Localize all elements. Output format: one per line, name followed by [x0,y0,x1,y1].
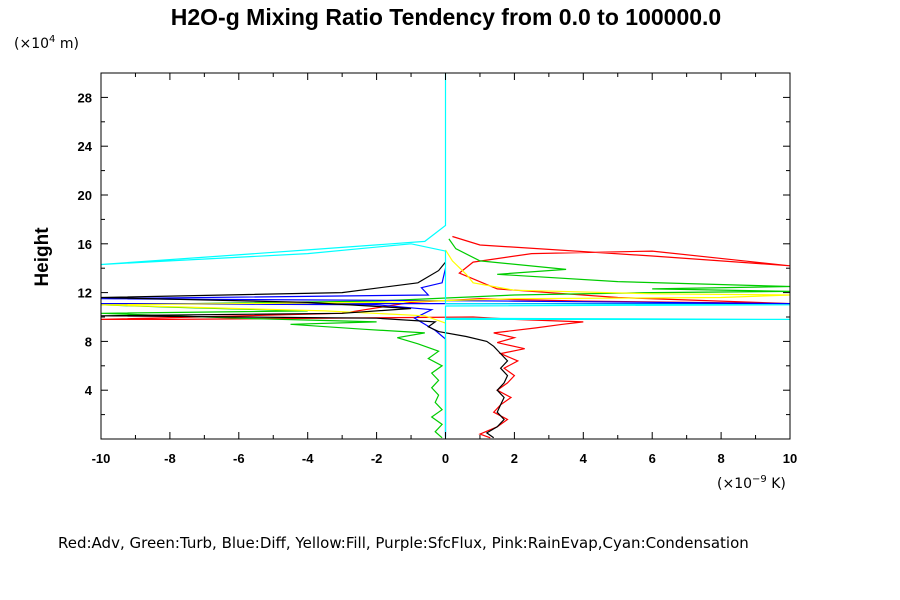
y-tick-label: 16 [78,237,92,252]
y-axis-label: Height [32,227,53,287]
x-tick-label: 6 [649,451,656,466]
series-line-1 [100,238,791,439]
x-tick-label: -10 [92,451,111,466]
y-unit-exponent: 4 [49,34,55,45]
y-tick-label: 20 [78,188,92,203]
x-tick-label: 2 [511,451,518,466]
plot-frame [100,72,791,440]
y-tick-label: 12 [78,286,92,301]
series-line-0 [100,235,791,439]
series-line-5 [100,73,791,439]
series-line-3 [100,249,791,415]
x-tick-label: 0 [442,451,449,466]
x-unit-exponent: −9 [752,474,767,485]
x-tick-label: -8 [164,451,176,466]
y-tick-label: 24 [78,139,93,154]
chart-title: H2O-g Mixing Ratio Tendency from 0.0 to … [171,4,721,30]
x-tick-label: 4 [580,451,588,466]
series-line-4 [100,261,509,439]
y-tick-label: 28 [78,90,92,105]
x-unit-label: (×10−9 K) [717,474,786,492]
y-unit-label: (×104 m) [14,34,79,52]
x-tick-label: -2 [371,451,383,466]
y-unit-prefix: (×10 [14,36,49,52]
x-tick-label: 10 [783,451,797,466]
legend-text: Red:Adv, Green:Turb, Blue:Diff, Yellow:F… [58,534,749,552]
x-unit-prefix: (×10 [717,476,752,492]
x-tick-label: -4 [302,451,314,466]
series-layer [100,73,791,439]
y-unit-suffix: m) [55,36,79,52]
y-tick-label: 4 [85,383,93,398]
x-tick-label: -6 [233,451,245,466]
y-tick-label: 8 [85,334,92,349]
x-unit-suffix: K) [767,476,786,492]
x-tick-label: 8 [717,451,724,466]
